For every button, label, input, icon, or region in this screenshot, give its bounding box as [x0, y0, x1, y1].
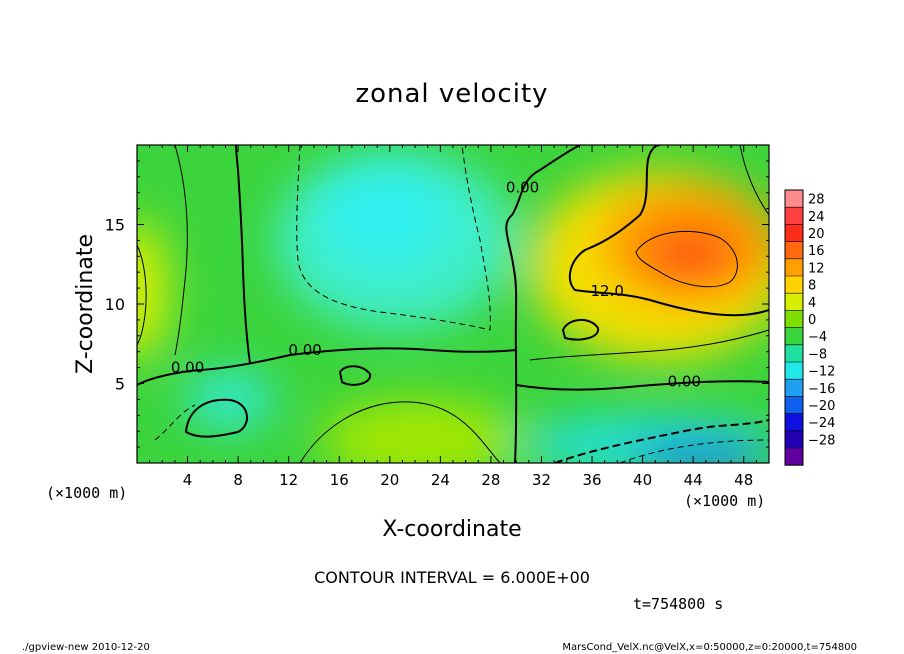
colorbar-segment: [785, 293, 803, 311]
colorbar-label: −24: [808, 416, 835, 431]
contour-six-left: [137, 244, 147, 346]
x-tick-label: 16: [330, 471, 349, 489]
contour-twelve: [568, 145, 769, 317]
x-tick-label: 12: [279, 471, 298, 489]
colorbar-label: 28: [808, 193, 825, 208]
colorbar-segment: [785, 448, 803, 466]
footer-right: MarsCond_VelX.nc@VelX,x=0:50000,z=0:2000…: [562, 642, 857, 653]
contour-six-bottom: [299, 401, 501, 463]
colorbar-segment: [785, 362, 803, 380]
contour-label: 0.00: [288, 341, 321, 359]
colorbar-label: 8: [808, 279, 816, 294]
contour-minus-twelve-dashed: [619, 439, 769, 463]
contour-interval-text: CONTOUR INTERVAL = 6.000E+00: [314, 568, 590, 587]
x-tick-label: 28: [481, 471, 500, 489]
colorbar-segment: [785, 241, 803, 259]
colorbar-label: 24: [808, 210, 825, 225]
colorbar-segment: [785, 379, 803, 397]
x-tick-label: 8: [233, 471, 243, 489]
contour-zero-horizontal-left: [137, 347, 517, 386]
y-tick-label: 5: [115, 375, 125, 394]
colorbar-segment: [785, 207, 803, 225]
y-axis-ticks: 5 10 15: [105, 160, 769, 448]
colorbar-segment: [785, 396, 803, 414]
colorbar-segment: [785, 224, 803, 242]
colorbar-label: −8: [808, 347, 827, 362]
plot-area: 0.00 12.0 0.00 0.00 0.00: [137, 145, 769, 463]
contour-label: 0.00: [171, 358, 204, 376]
colorbar-label: −4: [808, 330, 827, 345]
x-unit-right: (×1000 m): [684, 492, 765, 510]
contour-minus-six-left: [154, 404, 196, 441]
colorbar: 28 24 20 16 12 8 4 0 −4 −8 −12 −16 −20 −24 −28: [784, 189, 835, 466]
x-tick-label: 36: [582, 471, 601, 489]
contour-zero-island-left: [184, 398, 248, 438]
contour-eighteen: [635, 231, 738, 288]
contour-zero-wiggle: [235, 145, 251, 364]
colorbar-segment: [785, 310, 803, 328]
x-tick-label: 40: [633, 471, 652, 489]
contour-thin-left-vertical: [174, 145, 188, 356]
colorbar-label: 0: [808, 313, 816, 328]
contour-label: 0.00: [668, 373, 701, 391]
field-blob-green-bottom: [320, 400, 520, 463]
colorbar-segment: [785, 327, 803, 345]
x-tick-label: 48: [734, 471, 753, 489]
colorbar-label: 4: [808, 296, 816, 311]
contour-zero-island-mid: [338, 365, 372, 386]
contour-zero-bottom-right: [554, 419, 769, 463]
colorbar-label: 12: [808, 261, 825, 276]
footer-left: ./gpview-new 2010-12-20: [22, 642, 150, 653]
time-text: t=754800 s: [633, 595, 723, 613]
colorbar-label: 16: [808, 244, 825, 259]
x-tick-label: 4: [183, 471, 193, 489]
x-tick-label: 32: [532, 471, 551, 489]
y-axis-label: Z-coordinate: [73, 234, 98, 374]
colorbar-segment: [785, 258, 803, 276]
contour-label: 12.0: [591, 282, 624, 300]
colorbar-segment: [785, 413, 803, 431]
contour-lines: [137, 145, 769, 463]
colorbar-segment: [785, 276, 803, 294]
field-blob-blue-bottom-right: [630, 442, 769, 463]
field-blob-cyan-core: [320, 160, 450, 270]
colorbar-label: −20: [808, 399, 835, 414]
x-tick-label: 24: [431, 471, 450, 489]
contour-minus-six-dashed: [296, 145, 491, 331]
field-blob-yellow-left: [137, 220, 167, 360]
y-tick-label: 15: [105, 216, 125, 235]
colorbar-segment: [785, 430, 803, 448]
contour-labels: 0.00 12.0 0.00 0.00 0.00: [171, 179, 701, 391]
contour-six-top-right: [739, 145, 769, 216]
chart-title: zonal velocity: [355, 79, 548, 109]
x-axis-ticks: 4 8 12 16 20 24 28 32 36 40 44 48: [149, 145, 757, 489]
colorbar-label: 20: [808, 227, 825, 242]
colorbar-label: −12: [808, 365, 835, 380]
contour-zero-vertical: [505, 145, 581, 463]
contour-zero-horizontal-right: [515, 380, 769, 391]
colorbar-segment: [785, 344, 803, 362]
colorbar-label: −16: [808, 382, 835, 397]
contour-six-thin: [529, 329, 769, 361]
colorbar-segment: [785, 190, 803, 208]
x-tick-label: 44: [684, 471, 703, 489]
x-tick-label: 20: [380, 471, 399, 489]
colorbar-label: −28: [808, 433, 835, 448]
y-tick-label: 10: [105, 295, 125, 314]
field-blob-red-core: [645, 227, 735, 283]
x-unit-left: (×1000 m): [46, 484, 127, 502]
x-axis-label: X-coordinate: [382, 517, 521, 542]
field-blob-cyan-bottom-right: [520, 417, 769, 463]
contour-twelve-island: [561, 319, 600, 341]
contour-label: 0.00: [506, 179, 539, 197]
